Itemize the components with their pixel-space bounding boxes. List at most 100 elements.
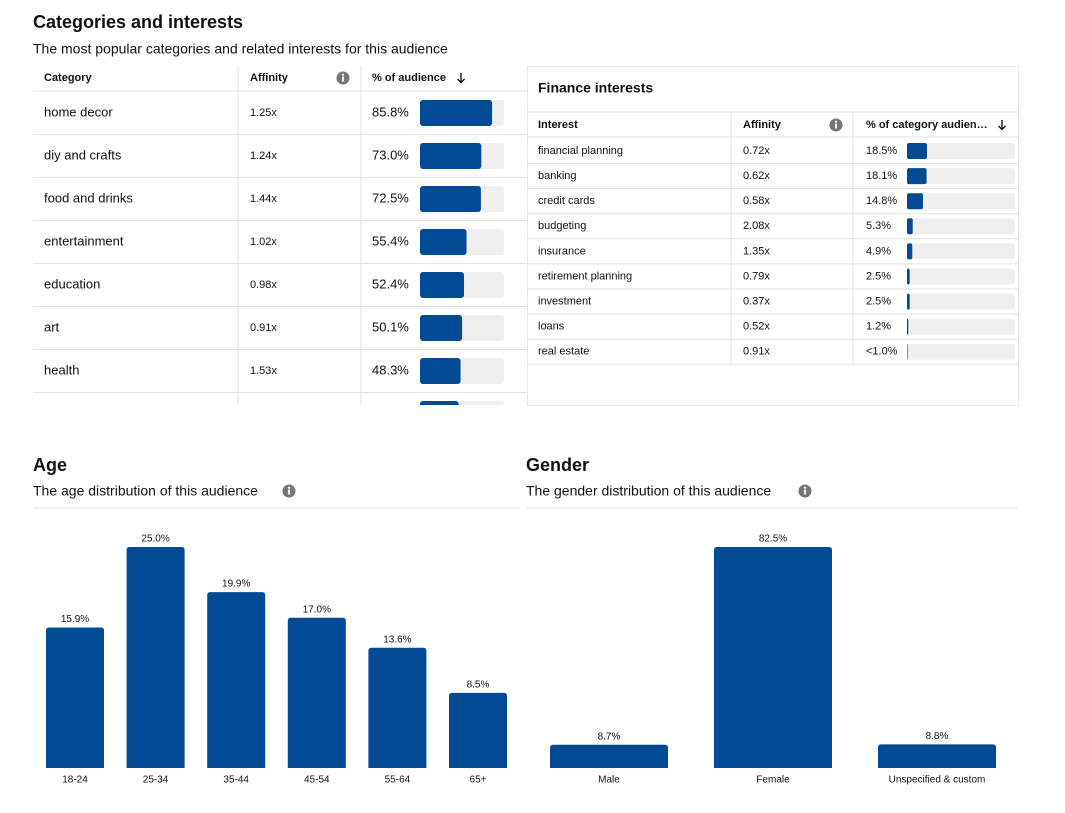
- interest-name: investment: [538, 296, 591, 308]
- bar: [907, 193, 923, 210]
- x-tick-label: Female: [756, 775, 790, 786]
- bar: [907, 143, 927, 159]
- bar: [907, 168, 927, 185]
- interest-name: credit cards: [538, 195, 595, 207]
- bar-track: [907, 218, 1015, 235]
- info-icon-glyph: [803, 486, 807, 489]
- bar: [907, 318, 909, 335]
- info-icon-glyph: [341, 73, 345, 76]
- category-name: food and drinks: [44, 190, 133, 205]
- info-icon-glyph: [835, 123, 837, 129]
- category-name: education: [44, 276, 100, 291]
- bar: [126, 547, 185, 768]
- bar: [907, 243, 913, 260]
- percent-label: 50.1%: [372, 319, 409, 334]
- column-header: Affinity: [250, 72, 289, 84]
- percent-label: 1.2%: [866, 321, 891, 333]
- value-label: 82.5%: [759, 534, 787, 545]
- info-icon-glyph: [287, 486, 291, 489]
- bar: [420, 358, 461, 384]
- percent-label: 73.0%: [372, 147, 409, 162]
- affinity: 1.53x: [250, 365, 277, 377]
- bar-track: [907, 268, 1015, 285]
- percent-label: 55.4%: [372, 233, 409, 248]
- x-tick-label: Male: [598, 775, 620, 786]
- x-tick-label: 65+: [470, 775, 487, 786]
- bar: [420, 100, 493, 126]
- value-label: 19.9%: [222, 579, 250, 590]
- affinity: 1.02x: [250, 236, 277, 248]
- bar-track: [907, 193, 1015, 210]
- chart-title: Age: [33, 455, 67, 475]
- category-name: home decor: [44, 104, 113, 119]
- sort-arrow: [457, 73, 465, 84]
- interest-name: insurance: [538, 245, 586, 257]
- percent-label: 5.3%: [866, 220, 891, 232]
- category-name: art: [44, 319, 60, 334]
- bar-track: [907, 168, 1015, 185]
- x-tick-label: 25-34: [143, 775, 169, 786]
- categories-table: Category Affinity % of audience home decor 1…: [33, 66, 527, 405]
- affinity: 1.44x: [250, 193, 277, 205]
- bar: [420, 229, 467, 255]
- bar: [420, 401, 459, 405]
- value-label: 17.0%: [303, 604, 331, 615]
- percent-label: 18.5%: [866, 145, 897, 157]
- x-tick-label: Unspecified & custom: [889, 775, 986, 786]
- percent-label: 2.5%: [866, 296, 891, 308]
- sort-arrow: [998, 120, 1006, 131]
- column-header: Affinity: [743, 119, 782, 131]
- bar-track: [907, 343, 1015, 360]
- affinity: 1.35x: [743, 245, 770, 257]
- chart-title: Gender: [526, 455, 589, 475]
- affinity: 0.62x: [743, 170, 770, 182]
- column-header: Interest: [538, 119, 578, 131]
- bar-track: [907, 243, 1015, 260]
- x-tick-label: 55-64: [385, 775, 411, 786]
- bar: [207, 592, 266, 768]
- interest-name: retirement planning: [538, 270, 632, 282]
- percent-label: 72.5%: [372, 190, 409, 205]
- percent-label: 18.1%: [866, 170, 897, 182]
- x-tick-label: 35-44: [223, 775, 249, 786]
- x-tick-label: 18-24: [62, 775, 88, 786]
- value-label: 8.5%: [467, 680, 490, 691]
- interest-name: financial planning: [538, 145, 623, 157]
- bar: [907, 268, 910, 285]
- percent-label: 48.3%: [372, 362, 409, 377]
- panel-title: Finance interests: [538, 80, 653, 96]
- value-label: 15.9%: [61, 614, 89, 625]
- bar-track: [907, 143, 1015, 159]
- percent-label: 4.9%: [866, 245, 891, 257]
- category-name: health: [44, 362, 79, 377]
- percent-label: 14.8%: [866, 195, 897, 207]
- value-label: 8.8%: [926, 731, 949, 742]
- info-icon-glyph: [804, 489, 806, 495]
- bar: [368, 647, 427, 768]
- interest-name: budgeting: [538, 220, 586, 232]
- bar: [287, 617, 346, 768]
- bar: [550, 744, 668, 768]
- chart-subtitle: The gender distribution of this audience: [526, 483, 771, 499]
- affinity: 1.24x: [250, 150, 277, 162]
- interest-name: banking: [538, 170, 577, 182]
- affinity: 0.72x: [743, 145, 770, 157]
- section-title: Categories and interests: [33, 12, 243, 32]
- bar: [907, 293, 910, 310]
- finance-panel: [527, 66, 1019, 406]
- category-name: entertainment: [44, 233, 124, 248]
- bar: [420, 272, 465, 298]
- x-tick-label: 45-54: [304, 775, 330, 786]
- affinity: 0.58x: [743, 195, 770, 207]
- interest-name: loans: [538, 321, 565, 333]
- bar: [420, 186, 481, 212]
- info-icon-glyph: [342, 76, 344, 82]
- column-header: % of category audien…: [866, 119, 988, 131]
- info-icon-glyph: [834, 120, 838, 123]
- bar: [46, 627, 104, 768]
- value-label: 8.7%: [598, 731, 621, 742]
- info-icon-glyph: [288, 489, 290, 495]
- affinity: 0.91x: [250, 322, 277, 334]
- affinity: 0.98x: [250, 279, 277, 291]
